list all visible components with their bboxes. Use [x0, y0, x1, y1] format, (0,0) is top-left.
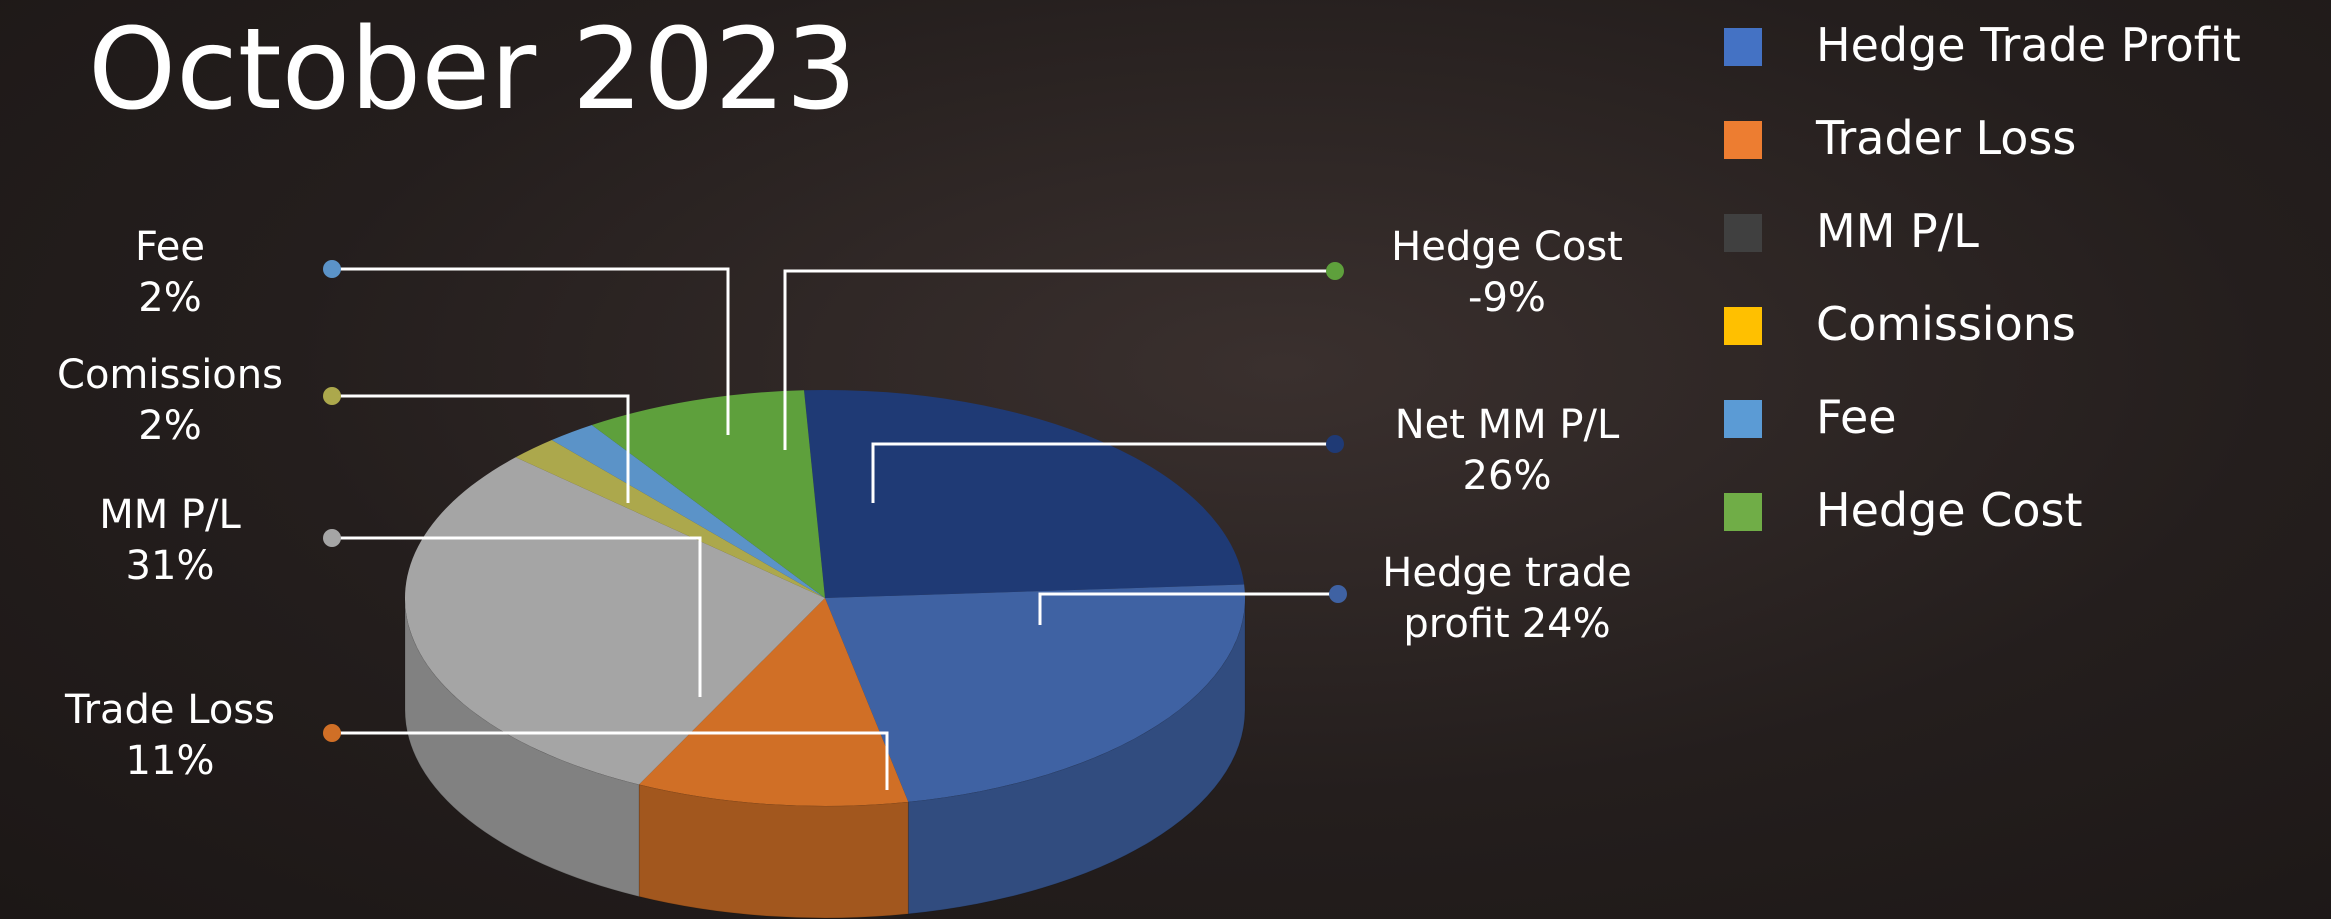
leader-dot: [323, 724, 341, 742]
legend-swatch: [1724, 121, 1762, 159]
legend-swatch: [1724, 400, 1762, 438]
legend-label: MM P/L: [1816, 204, 1979, 258]
legend-label: Hedge Cost: [1816, 483, 2082, 537]
label-name: Fee: [134, 224, 206, 270]
label-name: Hedge trade profit: [1382, 550, 1632, 647]
slice: [804, 390, 1245, 598]
label-name: Hedge Cost: [1391, 224, 1623, 270]
slice: [591, 390, 825, 598]
label-value: 24%: [1521, 601, 1611, 647]
leader-dot: [1329, 585, 1347, 603]
slice: [825, 584, 1245, 802]
data-label: Trade Loss 11%: [20, 685, 320, 787]
label-name: MM P/L: [99, 492, 241, 538]
label-name: Trade Loss: [65, 687, 275, 733]
legend-label: Comissions: [1816, 297, 2076, 351]
leader-dot: [323, 387, 341, 405]
slice: [551, 424, 825, 598]
label-value: 2%: [138, 403, 202, 449]
legend-swatch: [1724, 214, 1762, 252]
leader-line: [332, 267, 730, 435]
leader-line: [332, 536, 702, 697]
label-value: 11%: [125, 738, 215, 784]
chart-title: October 2023: [88, 5, 857, 135]
label-name: Net MM P/L: [1394, 402, 1620, 448]
slice: [639, 598, 909, 806]
data-label: Hedge Cost -9%: [1357, 222, 1657, 324]
leader-line: [1038, 592, 1338, 625]
legend-swatch: [1724, 493, 1762, 531]
label-value: -9%: [1468, 275, 1546, 321]
label-value: 31%: [125, 543, 215, 589]
label-name: Comissions: [57, 352, 283, 398]
legend-label: Fee: [1816, 390, 1897, 444]
data-label: Comissions 2%: [20, 350, 320, 452]
leader-dot: [1326, 435, 1344, 453]
label-value: 26%: [1462, 453, 1552, 499]
slice: [515, 440, 825, 598]
data-label: Net MM P/L 26%: [1357, 400, 1657, 502]
leader-dot: [323, 529, 341, 547]
leader-line: [871, 442, 1335, 503]
label-value: 2%: [138, 275, 202, 321]
data-label: MM P/L 31%: [20, 490, 320, 592]
legend-swatch: [1724, 28, 1762, 66]
leader-dot: [1326, 262, 1344, 280]
leader-line: [332, 394, 630, 503]
legend-label: Trader Loss: [1815, 111, 2076, 165]
legend-swatch: [1724, 307, 1762, 345]
leader-dot: [323, 260, 341, 278]
legend-label: Hedge Trade Profit: [1816, 18, 2241, 72]
leader-line: [332, 731, 889, 790]
leader-line: [783, 269, 1335, 450]
data-label: Hedge trade profit 24%: [1357, 548, 1657, 650]
data-label: Fee 2%: [20, 222, 320, 324]
